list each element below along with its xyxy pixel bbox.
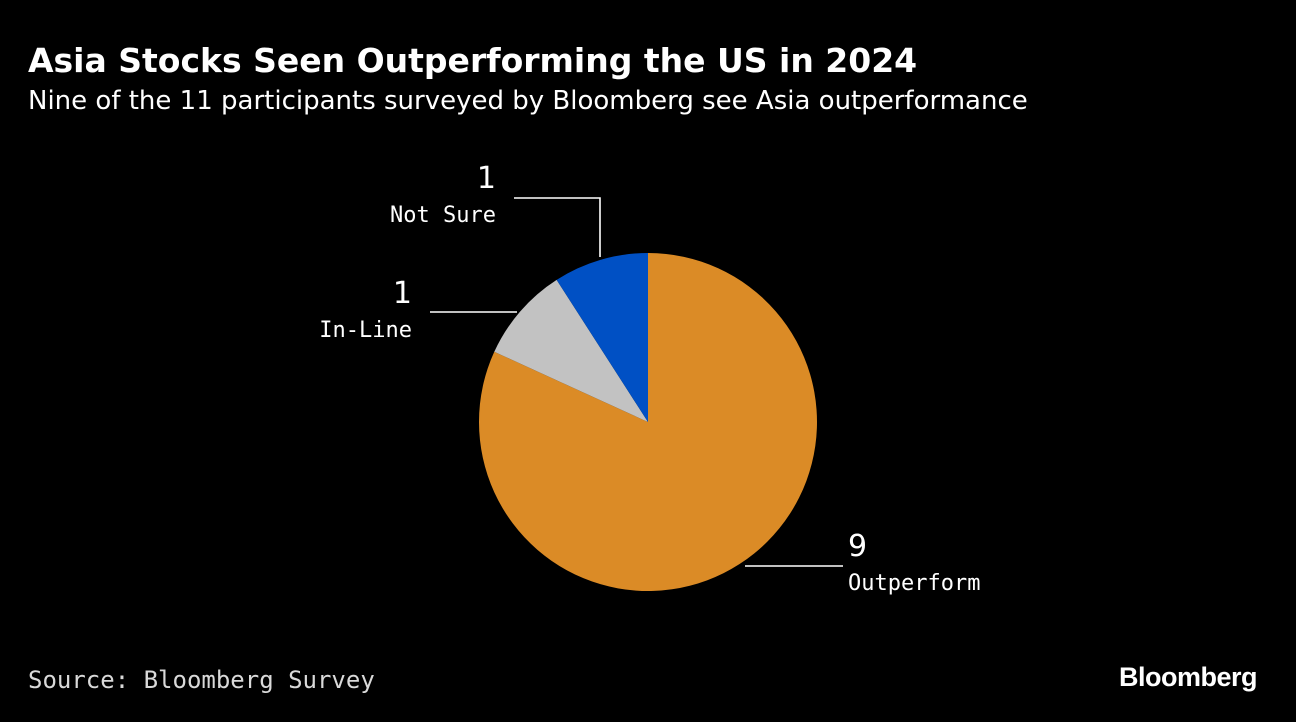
- chart-subtitle: Nine of the 11 participants surveyed by …: [28, 86, 1028, 116]
- data-label-value-in-line: 1: [393, 276, 412, 311]
- chart-title: Asia Stocks Seen Outperforming the US in…: [28, 41, 918, 80]
- pie-slice-in-line: [494, 279, 648, 422]
- data-label-category-not-sure: Not Sure: [390, 203, 496, 228]
- source-note: Source: Bloomberg Survey: [28, 666, 375, 694]
- pie-slices: [478, 253, 817, 591]
- data-label-value-not-sure: 1: [477, 161, 496, 196]
- data-label-category-in-line: In-Line: [319, 318, 412, 343]
- bloomberg-logo: Bloomberg: [1118, 662, 1258, 692]
- data-label-category-outperform: Outperform: [848, 571, 980, 596]
- pie-slice-not-sure: [556, 253, 648, 422]
- pie-callouts: 9 Outperform 1 In-Line 1 Not Sure: [319, 161, 980, 596]
- data-label-value-outperform: 9: [848, 529, 867, 564]
- pie-slice-outperform: [478, 253, 817, 591]
- leader-line-not-sure: [514, 197, 601, 257]
